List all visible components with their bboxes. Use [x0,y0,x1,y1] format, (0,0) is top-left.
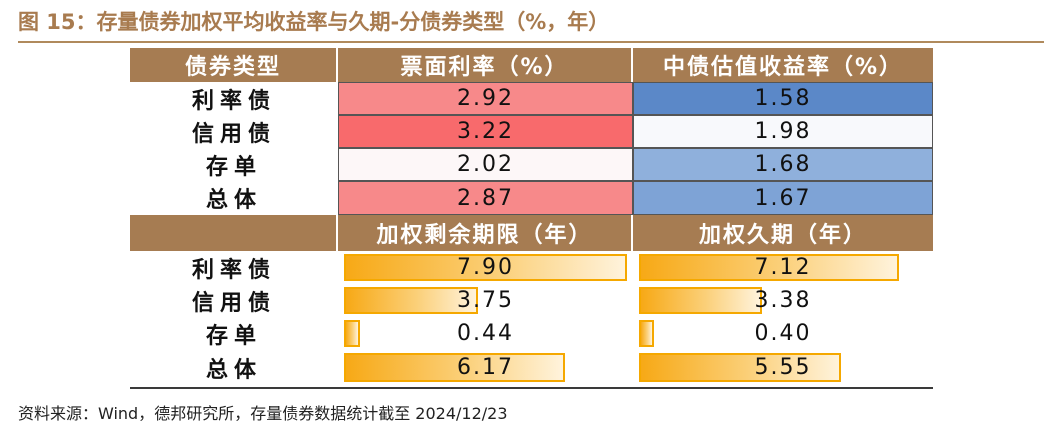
duration-value: 0.40 [754,321,812,346]
table-row: 利率债 2.92 1.58 [130,82,933,115]
header-empty [130,215,338,251]
table1-header-row: 债券类型 票面利率（%） 中债估值收益率（%） [130,48,933,82]
header-bond-type: 债券类型 [130,48,338,82]
table-row: 总体 6.17 5.55 [130,350,933,385]
maturity-bar [344,353,566,382]
maturity-bar [344,254,627,281]
table-row: 信用债 3.75 3.38 [130,284,933,317]
header-remaining-maturity: 加权剩余期限（年） [338,215,633,251]
coupon-cell: 2.87 [338,181,633,215]
duration-bar [639,287,763,314]
duration-bar [639,320,654,347]
coupon-cell: 3.22 [338,115,633,148]
row-label: 信用债 [191,121,276,147]
maturity-bar [344,320,360,347]
table-row: 信用债 3.22 1.98 [130,115,933,148]
duration-bar [639,353,842,382]
row-label: 利率债 [191,88,276,114]
yield-cell: 1.67 [633,181,933,215]
table2-header-row: 加权剩余期限（年） 加权久期（年） [130,215,933,251]
row-label: 存单 [205,154,262,180]
maturity-value: 6.17 [457,355,514,380]
header-yield: 中债估值收益率（%） [662,55,904,80]
table-row: 利率债 7.90 7.12 [130,251,933,284]
yield-cell: 1.98 [633,115,933,148]
yield-cell: 1.68 [633,148,933,181]
maturity-value: 3.75 [457,288,514,313]
duration-bar [639,254,899,281]
table-row: 存单 2.02 1.68 [130,148,933,181]
row-label: 信用债 [191,290,276,316]
row-label: 存单 [205,323,262,349]
title-divider [18,41,1044,43]
bond-table: 债券类型 票面利率（%） 中债估值收益率（%） 利率债 2.92 1.58 信用… [130,48,933,389]
table-row: 总体 2.87 1.67 [130,181,933,215]
coupon-cell: 2.92 [338,82,633,115]
duration-value: 3.38 [754,288,812,313]
yield-cell: 1.58 [633,82,933,115]
header-duration: 加权久期（年） [698,223,867,248]
maturity-value: 0.44 [457,321,514,346]
row-label: 总体 [205,357,262,383]
maturity-value: 7.90 [457,255,514,280]
header-coupon-rate: 票面利率（%） [338,48,633,82]
row-label: 总体 [205,188,262,213]
coupon-cell: 2.02 [338,148,633,181]
duration-value: 7.12 [754,255,812,280]
row-label: 利率债 [191,257,276,283]
maturity-bar [344,287,479,314]
duration-value: 5.55 [754,355,812,380]
source-note: 资料来源：Wind，德邦研究所，存量债券数据统计截至 2024/12/23 [18,404,508,423]
table-row: 存单 0.44 0.40 [130,317,933,350]
figure-title: 图 15：存量债券加权平均收益率与久期-分债券类型（%，年） [18,10,610,34]
